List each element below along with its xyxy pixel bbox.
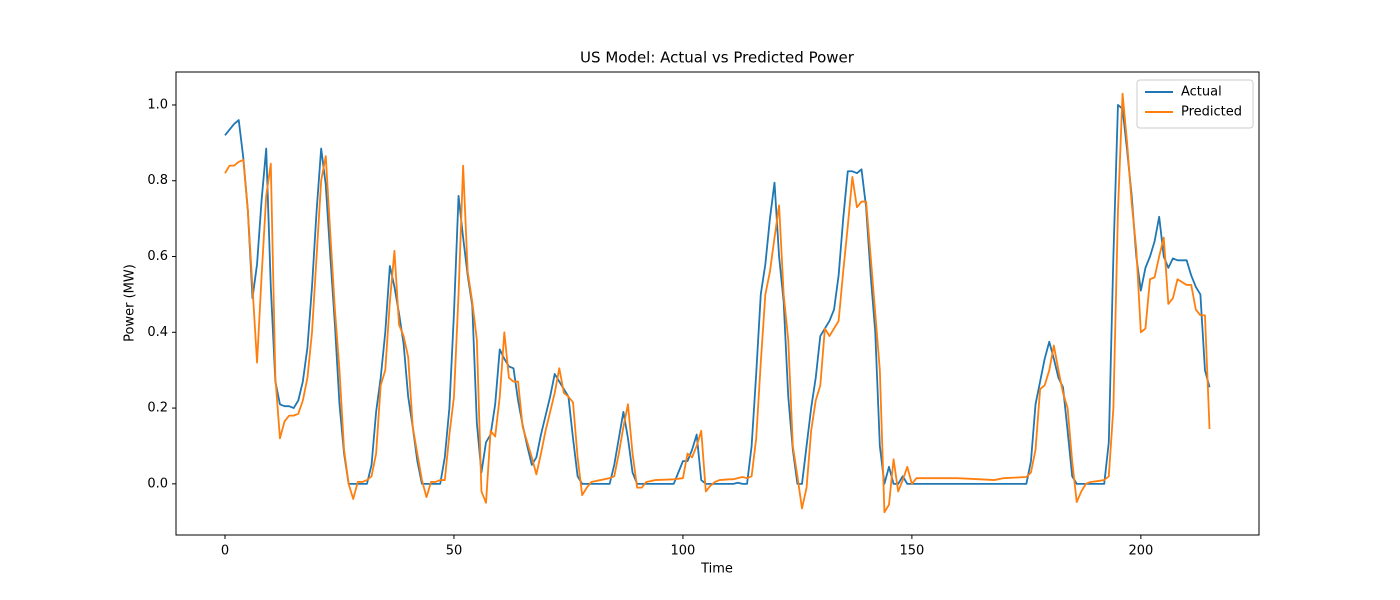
series-line	[224, 92, 1211, 514]
y-tick-label: 0.0	[147, 476, 168, 491]
y-tick-label: 0.8	[147, 173, 168, 188]
x-tick-label: 200	[1128, 544, 1153, 559]
x-tick-label: 0	[221, 544, 229, 559]
y-tick-label: 0.6	[147, 249, 168, 264]
legend-label: Actual	[1181, 85, 1222, 100]
y-tick-label: 1.0	[147, 97, 168, 112]
chart-title: US Model: Actual vs Predicted Power	[580, 49, 855, 67]
y-axis-label: Power (MW)	[123, 264, 138, 342]
plot-frame	[175, 71, 1260, 536]
x-axis-label: Time	[700, 562, 733, 577]
x-tick-label: 150	[899, 544, 924, 559]
y-tick-label: 0.4	[147, 325, 168, 340]
x-tick-label: 50	[446, 544, 463, 559]
y-tick-label: 0.2	[147, 401, 168, 416]
x-tick-label: 100	[671, 544, 696, 559]
legend-label: Predicted	[1181, 105, 1242, 120]
